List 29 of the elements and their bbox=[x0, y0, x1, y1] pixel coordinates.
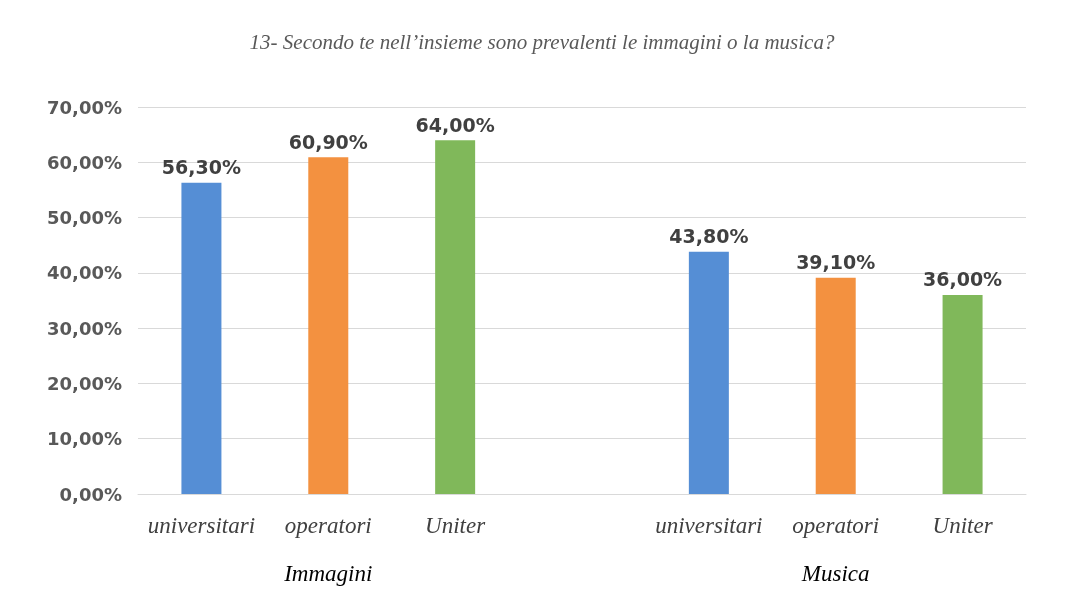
x-tick-label: operatori bbox=[792, 513, 880, 538]
y-tick-label: 30,00% bbox=[47, 317, 122, 339]
y-tick-label: 20,00% bbox=[47, 372, 122, 394]
y-tick-label: 70,00% bbox=[47, 96, 122, 118]
data-label: 64,00% bbox=[415, 113, 495, 136]
data-label: 36,00% bbox=[923, 268, 1003, 291]
bar bbox=[942, 294, 983, 494]
bar bbox=[688, 251, 729, 494]
chart-title: 13- Secondo te nell’insieme sono prevalenti le immagini o la musica? bbox=[249, 29, 835, 54]
bar bbox=[815, 277, 856, 494]
y-tick-label: 60,00% bbox=[47, 151, 122, 173]
x-tick-label: Uniter bbox=[932, 513, 994, 538]
bar bbox=[435, 140, 476, 494]
bar bbox=[308, 157, 349, 494]
y-tick-label: 40,00% bbox=[47, 262, 122, 284]
y-tick-label: 10,00% bbox=[47, 428, 122, 450]
text: Musica bbox=[800, 561, 870, 586]
y-tick-label: 50,00% bbox=[47, 207, 122, 229]
data-label: 39,10% bbox=[796, 251, 876, 274]
x-tick-label: universitari bbox=[655, 513, 763, 538]
data-label: 56,30% bbox=[161, 156, 241, 179]
x-tick-label: Uniter bbox=[425, 513, 487, 538]
text: Immagini bbox=[283, 561, 373, 586]
x-tick-label: operatori bbox=[284, 513, 372, 538]
data-label: 60,90% bbox=[288, 130, 368, 153]
x-tick-label: universitari bbox=[147, 513, 256, 538]
bar bbox=[181, 182, 222, 494]
data-label: 43,80% bbox=[669, 225, 749, 248]
y-tick-label: 0,00% bbox=[59, 483, 122, 505]
